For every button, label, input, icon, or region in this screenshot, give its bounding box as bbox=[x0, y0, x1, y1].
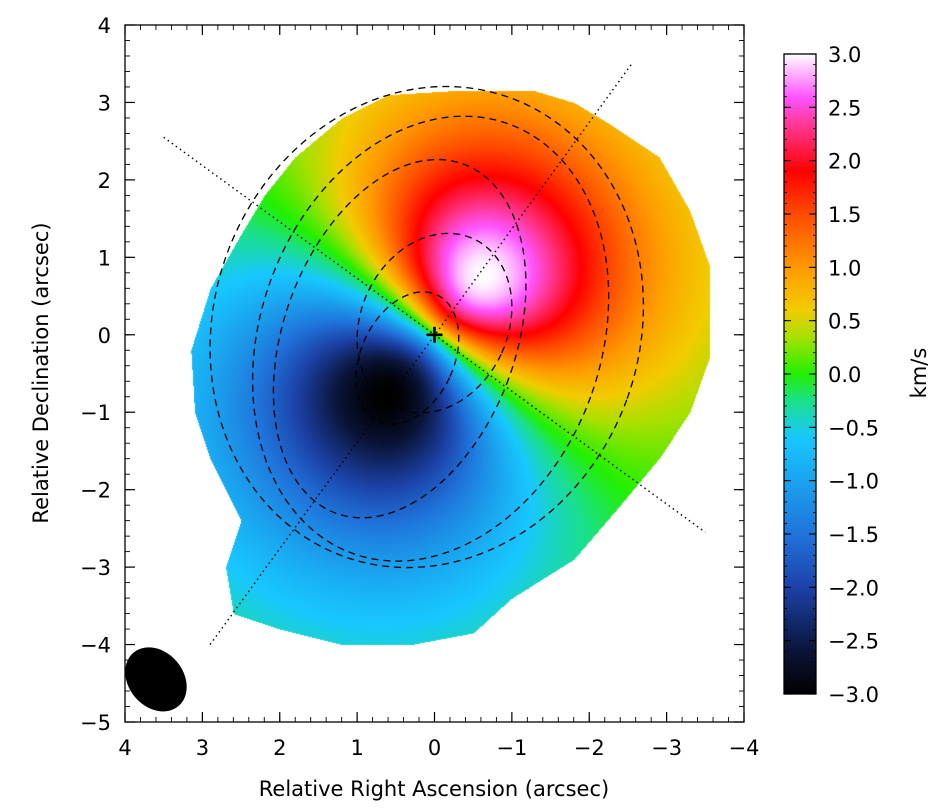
x-tick-label: 0 bbox=[428, 736, 441, 760]
markers-layer bbox=[125, 326, 443, 712]
contour-line bbox=[272, 158, 527, 519]
colorbar-tick-label: −0.5 bbox=[828, 416, 879, 440]
colorbar-tick-label: −1.5 bbox=[828, 523, 879, 547]
colorbar-tick-label: 3.0 bbox=[828, 43, 861, 67]
colorbar-tick-label: 1.0 bbox=[828, 256, 861, 280]
x-tick-label: 2 bbox=[273, 736, 286, 760]
y-tick-label: −2 bbox=[80, 479, 111, 503]
y-tick-label: 1 bbox=[98, 246, 111, 270]
colorbar-tick-label: 0.5 bbox=[828, 310, 861, 334]
y-tick-label: 0 bbox=[98, 324, 111, 348]
x-axis-title: Relative Right Ascension (arcsec) bbox=[259, 777, 609, 801]
x-tick-label: −2 bbox=[574, 736, 605, 760]
x-tick-label: −4 bbox=[729, 736, 760, 760]
x-tick-label: 4 bbox=[118, 736, 131, 760]
x-tick-label: 3 bbox=[196, 736, 209, 760]
beam-ellipse bbox=[125, 647, 187, 712]
center-marker bbox=[426, 326, 443, 343]
velocity-field-image bbox=[125, 25, 744, 722]
y-axis-title: Relative Declination (arcsec) bbox=[29, 222, 53, 523]
colorbar-frame bbox=[783, 53, 817, 695]
colorbar-tick-label: −3.0 bbox=[828, 683, 879, 707]
contour-line bbox=[356, 232, 513, 414]
y-tick-label: −3 bbox=[80, 556, 111, 580]
contour-line bbox=[355, 291, 460, 425]
x-axis-ticks: 4 3 2 1 0 −1 −2 −3 −4 bbox=[118, 25, 759, 760]
colorbar-tick-label: −1.0 bbox=[828, 470, 879, 494]
y-tick-label: 2 bbox=[98, 169, 111, 193]
colorbar-tick-label: 1.5 bbox=[828, 203, 861, 227]
contour-line bbox=[209, 85, 645, 569]
x-tick-label: 1 bbox=[350, 736, 363, 760]
x-tick-label: −1 bbox=[496, 736, 527, 760]
colorbar-tick-label: −2.0 bbox=[828, 576, 879, 600]
colorbar-tick-label: −2.5 bbox=[828, 630, 879, 654]
colorbar-tick-label: 2.0 bbox=[828, 150, 861, 174]
y-axis-ticks: 4 3 2 1 0 −1 −2 −3 −4 −5 bbox=[80, 14, 744, 735]
y-tick-label: −5 bbox=[80, 711, 111, 735]
colorbar-tick-label: 2.5 bbox=[828, 96, 861, 120]
colorbar-label: km/s bbox=[907, 348, 931, 399]
x-tick-label: −3 bbox=[651, 736, 682, 760]
y-tick-label: 4 bbox=[98, 14, 111, 38]
y-tick-label: −4 bbox=[80, 634, 111, 658]
colorbar-tick-label: 0.0 bbox=[828, 363, 861, 387]
y-tick-label: 3 bbox=[98, 91, 111, 115]
y-tick-label: −1 bbox=[80, 401, 111, 425]
